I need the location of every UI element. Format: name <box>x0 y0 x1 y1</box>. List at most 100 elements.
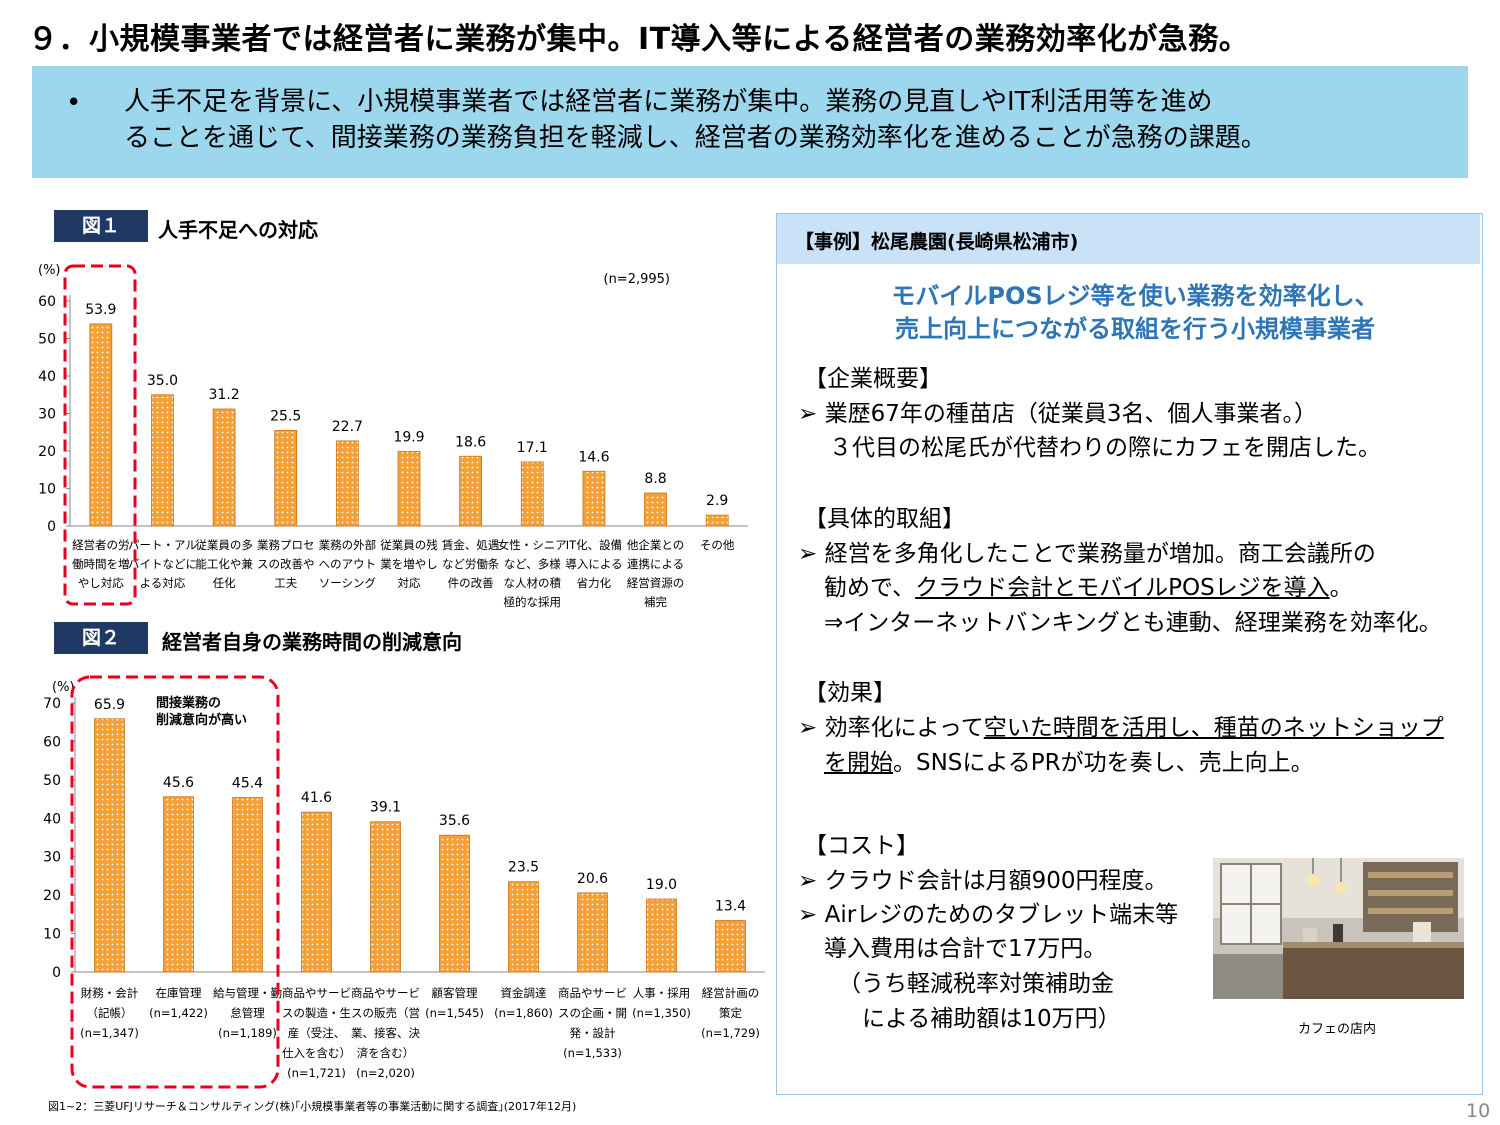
x-tick-label: (n=1,189) <box>218 1026 277 1040</box>
x-tick-label: ソーシング <box>319 576 377 590</box>
x-tick-label: 発・設計 <box>570 1026 616 1040</box>
y-tick-label: 0 <box>52 965 61 981</box>
value-label: 53.9 <box>85 302 116 318</box>
x-tick-label: 商品やサービ <box>558 986 627 1000</box>
x-tick-label: 経営資源の <box>627 576 685 590</box>
value-label: 35.6 <box>439 813 470 829</box>
x-tick-label: 極的な採用 <box>504 595 562 609</box>
x-tick-label: (n=1,533) <box>563 1046 622 1060</box>
x-tick-label: など労働条 <box>442 557 500 571</box>
bar <box>212 408 236 527</box>
bar <box>151 394 174 527</box>
bar <box>646 898 677 973</box>
bar <box>644 492 667 527</box>
case-headline-line-1: モバイルPOSレジ等を使い業務を効率化し、 <box>891 282 1379 310</box>
x-tick-label: 補完 <box>644 595 667 609</box>
x-tick-label: 業務プロセ <box>257 538 315 552</box>
value-label: 13.4 <box>715 899 746 915</box>
bar <box>520 461 544 527</box>
actions-line-2-underlined: クラウド会計とモバイルPOSレジを導入 <box>915 575 1330 601</box>
value-label: 17.1 <box>517 440 548 456</box>
actions-line-2-b: 。 <box>1329 575 1353 601</box>
x-tick-label: (n=1,350) <box>632 1006 691 1020</box>
value-label: 45.6 <box>163 775 194 791</box>
x-tick-label: IT化、設備 <box>566 538 622 552</box>
actions-line-3: ⇒インターネットバンキングとも連動、経理業務を効率化。 <box>824 610 1442 636</box>
value-label: 19.0 <box>646 877 677 893</box>
y-tick-label: 20 <box>38 444 56 460</box>
bar <box>94 718 125 973</box>
x-tick-label: 省力化 <box>577 576 612 590</box>
summary-line-2: ることを通じて、間接業務の業務負担を軽減し、経営者の業務効率化を進めることが急務… <box>124 123 1267 153</box>
x-tick-label: 働時間を増 <box>72 557 130 571</box>
fig2-title: 経営者自身の業務時間の削減意向 <box>162 630 462 654</box>
summary-text: 人手不足を背景に、小規模事業者では経営者に業務が集中。業務の見直しやIT利活用等… <box>124 84 1444 156</box>
y-tick-label: 30 <box>43 850 61 866</box>
annotation-line-1: 間接業務の <box>156 695 221 711</box>
cafe-photo <box>1213 858 1464 999</box>
value-label: 23.5 <box>508 860 539 876</box>
x-tick-label: やし対応 <box>78 576 124 590</box>
x-tick-label: 策定 <box>719 1006 742 1020</box>
x-tick-label: (n=1,721) <box>287 1066 346 1080</box>
bar <box>577 892 608 973</box>
x-tick-label: (n=1,422) <box>149 1006 208 1020</box>
chart-fig2: (%) 0 10 20 30 40 50 60 70 65.9 財務・会計 （記帳） (n=1,347)… <box>43 675 765 1089</box>
case-study-header-label: 【事例】松尾農園(長崎県松浦市) <box>795 231 1079 253</box>
x-tick-label: 顧客管理 <box>432 986 478 1000</box>
x-tick-label: 業、接客、決 <box>351 1026 420 1040</box>
actions-line-2: 勧めで、クラウド会計とモバイルPOSレジを導入。 <box>824 572 1353 605</box>
value-label: 31.2 <box>209 387 240 403</box>
x-tick-label: 業を増やし <box>380 557 438 571</box>
x-tick-label: 他企業との <box>627 538 684 552</box>
source-note: 図1~2：三菱UFJリサーチ＆コンサルティング(株)｢小規模事業者等の事業活動に… <box>48 1100 577 1113</box>
y-tick-label: 10 <box>38 482 56 498</box>
x-tick-label: 給与管理・勤 <box>213 986 282 1000</box>
fig2-tag: 図２ <box>54 622 148 654</box>
value-label: 45.4 <box>232 776 263 792</box>
y-tick-label: 40 <box>43 811 61 827</box>
x-tick-label: （記帳） <box>87 1006 133 1020</box>
cost-line-5: による補助額は10万円） <box>862 1006 1121 1032</box>
cost-line-4: （うち軽減税率対策補助金 <box>838 971 1114 997</box>
case-study-header: 【事例】松尾農園(長崎県松浦市) <box>777 214 1480 264</box>
effect-line-2: を開始。SNSによるPRが功を奏し、売上向上。 <box>824 747 1314 780</box>
bar <box>439 834 470 973</box>
bar <box>370 821 401 973</box>
page-title: ９．小規模事業者では経営者に業務が集中。IT導入等による経営者の業務効率化が急務… <box>28 22 1250 57</box>
x-tick-label: 能工化や兼 <box>195 557 253 571</box>
actions-line-1: ➢ 経営を多角化したことで業務量が増加。商工会議所の <box>798 541 1376 567</box>
y-tick-label: 60 <box>38 294 56 310</box>
cost-line-2: ➢ Airレジのためのタブレット端末等 <box>798 902 1179 928</box>
annotation-line-2: 削減意向が高い <box>156 712 247 728</box>
x-tick-label: (n=1,347) <box>80 1026 139 1040</box>
x-tick-label: 従業員の多 <box>195 538 253 552</box>
x-tick-label: スの企画・開 <box>558 1006 627 1020</box>
x-tick-label: 人事・採用 <box>633 986 691 1000</box>
bar <box>582 470 606 527</box>
value-label: 41.6 <box>301 790 332 806</box>
x-tick-label: 資金調達 <box>501 986 547 1000</box>
summary-line-1: 人手不足を背景に、小規模事業者では経営者に業務が集中。業務の見直しやIT利活用等… <box>124 87 1213 117</box>
fig1-tag: 図１ <box>54 210 148 242</box>
y-axis-unit: (%) <box>38 263 61 278</box>
bar <box>232 797 263 973</box>
x-tick-label: スの製造・生 <box>282 1006 351 1020</box>
x-tick-label: 件の改善 <box>448 576 494 590</box>
x-tick-label: 導入による <box>565 557 622 571</box>
y-tick-label: 60 <box>43 734 61 750</box>
bar <box>301 811 332 973</box>
x-tick-label: など、多様 <box>504 557 561 571</box>
x-tick-label: 財務・会計 <box>81 986 139 1000</box>
value-label: 39.1 <box>370 800 401 816</box>
case-study-headline: モバイルPOSレジ等を使い業務を効率化し、 売上向上につながる取組を行う小規模事… <box>790 280 1480 346</box>
bar <box>335 440 359 527</box>
value-label: 22.7 <box>332 419 363 435</box>
x-tick-label: パート・アル <box>128 538 197 552</box>
highlight-box <box>63 264 137 606</box>
actions-heading: 【具体的取組】 <box>804 506 965 532</box>
effect-line-1-underlined: 空いた時間を活用し、種苗のネットショップ <box>983 715 1444 741</box>
x-tick-label: 女性・シニア <box>498 538 567 552</box>
y-tick-label: 10 <box>43 927 61 943</box>
